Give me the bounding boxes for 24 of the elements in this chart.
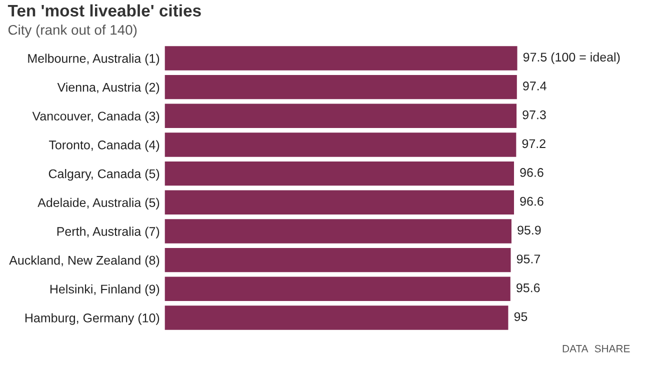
y-tick-label: Melbourne, Australia (1)	[28, 54, 160, 66]
y-tick-label: Vienna, Austria (2)	[57, 82, 160, 94]
y-tick-label: Hamburg, Germany (10)	[25, 313, 160, 325]
chart-subtitle: City (rank out of 140)	[8, 24, 137, 38]
data-label: 95.6	[516, 283, 540, 292]
y-tick-label: Perth, Australia (7)	[57, 226, 160, 238]
data-label: 97.5 (100 = ideal)	[523, 52, 620, 64]
y-tick-label: Calgary, Canada (5)	[48, 169, 160, 181]
y-tick-label: Vancouver, Canada (3)	[32, 111, 160, 124]
y-tick-label: Toronto, Canada (4)	[48, 140, 160, 152]
data-label: 96.6	[520, 196, 544, 206]
text: SHARE	[594, 344, 630, 352]
data-label: 97.3	[522, 110, 546, 120]
y-tick-label: Auckland, New Zealand (8)	[9, 256, 160, 268]
y-tick-label: Helsinki, Finland (9)	[50, 284, 160, 296]
y-tick-label: Adelaide, Australia (5)	[38, 198, 160, 210]
data-label: 95.7	[516, 254, 540, 264]
text: DATA	[562, 345, 588, 352]
data-label: 96.6	[520, 168, 544, 177]
data-label: 95.9	[518, 226, 541, 235]
data-label: 97.4	[523, 82, 546, 90]
chart-title: Ten 'most liveable' cities	[8, 4, 201, 17]
data-label: 95	[514, 312, 528, 322]
data-label: 97.2	[522, 139, 546, 148]
